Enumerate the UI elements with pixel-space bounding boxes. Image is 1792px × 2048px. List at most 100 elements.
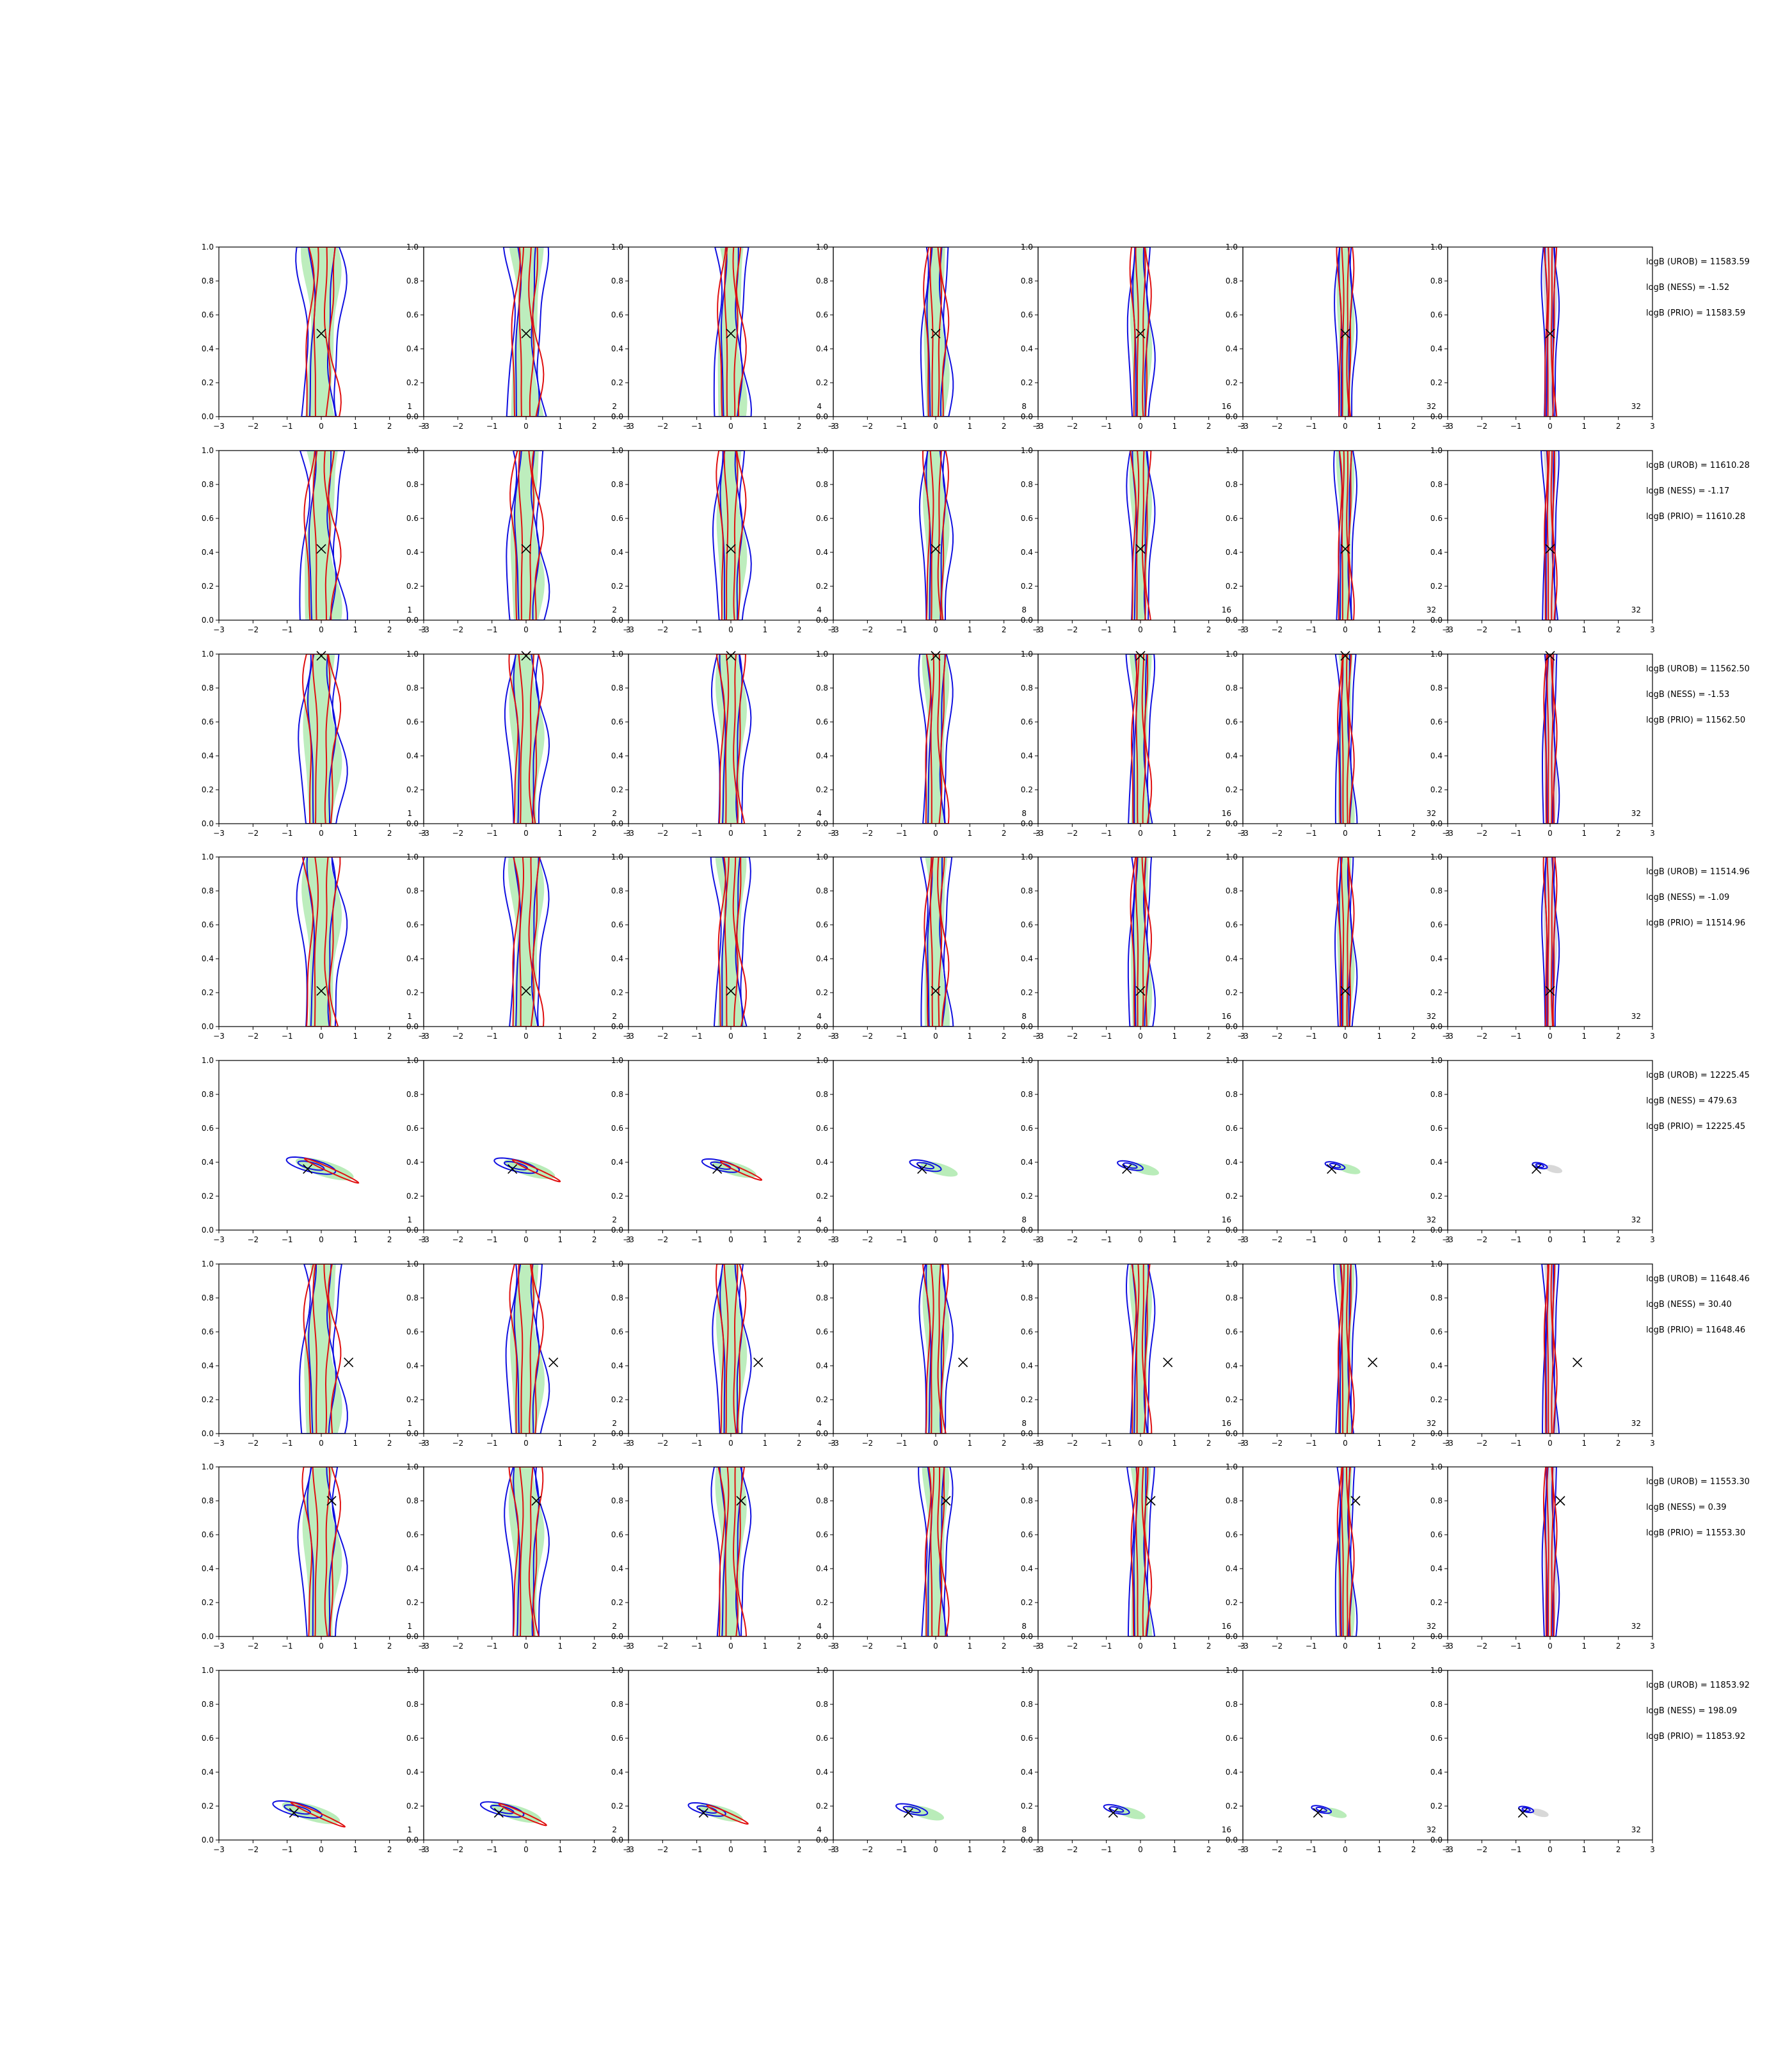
x-tick-label: −1 — [486, 422, 498, 431]
blue-contour-inner — [1132, 857, 1149, 1027]
y-tick-label: 0.0 — [1226, 819, 1238, 828]
y-tick-label: 1.0 — [406, 243, 419, 252]
truth-marker — [917, 1164, 927, 1174]
y-tick-label: 0.8 — [1021, 886, 1033, 895]
y-tick-label: 0.6 — [1021, 310, 1033, 319]
blue-contour-inner — [916, 1162, 935, 1170]
x-tick-label: −2 — [1271, 1032, 1283, 1041]
x-tick-label: 3 — [626, 829, 631, 838]
panel-r3-c7: −3 −2 −1 0 1 2 30.00.20.40.60.81.032 — [1430, 650, 1655, 838]
x-tick-label: 3 — [1650, 1642, 1655, 1651]
x-tick-label: −2 — [657, 1845, 668, 1854]
y-tick-label: 0.8 — [816, 276, 828, 285]
y-tick-label: 0.2 — [1226, 988, 1238, 997]
y-tick-label: 0.0 — [406, 1632, 419, 1641]
y-tick-label: 0.2 — [1430, 1598, 1443, 1607]
blue-contour-outer — [299, 1264, 348, 1434]
x-tick-label: 1 — [558, 1439, 563, 1448]
blue-contour-outer — [895, 1803, 929, 1816]
panel-number: 8 — [1021, 1419, 1027, 1428]
y-tick-label: 0.8 — [202, 1090, 214, 1099]
y-tick-label: 0.6 — [1226, 920, 1238, 929]
blue-contour-inner — [1108, 1806, 1124, 1813]
truth-marker — [903, 1808, 913, 1818]
red-contour-outer — [1130, 451, 1152, 620]
x-tick-label: −1 — [691, 1235, 703, 1244]
blue-contour-inner — [719, 451, 743, 620]
x-tick-label: −1 — [1510, 1032, 1522, 1041]
y-tick-label: 0.2 — [202, 378, 214, 387]
y-tick-label: 0.4 — [1021, 344, 1033, 353]
y-tick-label: 0.4 — [406, 1768, 419, 1777]
x-tick-label: 2 — [797, 1032, 802, 1041]
y-tick-label: 0.8 — [1226, 480, 1238, 489]
y-tick-label: 0.4 — [406, 548, 419, 557]
x-tick-label: 3 — [421, 1235, 426, 1244]
truth-marker — [931, 651, 941, 661]
y-tick-label: 1.0 — [816, 650, 828, 659]
x-tick-label: 0 — [933, 1845, 938, 1854]
logb-stat: logB (NESS) = -1.09 — [1646, 893, 1729, 902]
panel-r2-c2: −3 −2 −1 0 1 2 30.00.20.40.60.81.02 — [406, 446, 631, 634]
x-tick-label: −2 — [1066, 1235, 1078, 1244]
x-tick-label: 3 — [1036, 1032, 1041, 1041]
x-tick-label: 0 — [728, 829, 733, 838]
red-contour-outer — [716, 654, 747, 824]
x-tick-label: −2 — [1066, 1439, 1078, 1448]
panel-r3-c6: −3 −2 −1 0 1 2 30.00.20.40.60.81.032 — [1226, 650, 1450, 838]
density-fill — [1323, 1807, 1347, 1818]
red-contour-inner — [1135, 857, 1146, 1027]
x-tick-label: −3 — [828, 422, 839, 431]
red-contour-inner — [1547, 247, 1554, 417]
y-tick-label: 1.0 — [1021, 650, 1033, 659]
blue-contour-inner — [284, 1804, 312, 1815]
y-tick-label: 0.6 — [406, 1124, 419, 1133]
logb-stat: logB (UROB) = 11648.46 — [1646, 1274, 1750, 1284]
x-tick-label: −1 — [1510, 1235, 1522, 1244]
y-tick-label: 0.8 — [816, 480, 828, 489]
x-tick-label: 3 — [1445, 1845, 1450, 1854]
truth-marker — [698, 1808, 708, 1818]
y-tick-label: 0.0 — [816, 1429, 828, 1438]
red-contour-inner — [1135, 1264, 1146, 1434]
red-contour-inner — [724, 1467, 739, 1636]
red-contour-outer — [1543, 247, 1558, 417]
y-tick-label: 0.0 — [1430, 412, 1443, 421]
x-tick-label: −3 — [828, 1439, 839, 1448]
x-tick-label: −2 — [657, 1439, 668, 1448]
x-tick-label: −1 — [486, 1032, 498, 1041]
red-contour-outer — [719, 1160, 763, 1181]
x-tick-label: 0 — [1548, 829, 1553, 838]
truth-marker — [1327, 1164, 1337, 1174]
panel-number: 8 — [1021, 605, 1027, 614]
y-tick-label: 0.4 — [1430, 1564, 1443, 1573]
y-tick-label: 0.8 — [1021, 1496, 1033, 1505]
panel-number: 4 — [817, 1215, 822, 1224]
y-tick-label: 0.4 — [1226, 344, 1238, 353]
panel-r7-c5: −3 −2 −1 0 1 2 30.00.20.40.60.81.016 — [1021, 1462, 1245, 1651]
red-contour-inner — [1341, 654, 1350, 824]
panel-number: 32 — [1631, 402, 1641, 411]
x-tick-label: 3 — [626, 625, 631, 634]
x-tick-label: −3 — [418, 625, 429, 634]
panel-r2-c3: −3 −2 −1 0 1 2 30.00.20.40.60.81.04 — [611, 446, 836, 634]
x-tick-label: 2 — [592, 1235, 597, 1244]
x-tick-label: 3 — [421, 1439, 426, 1448]
y-tick-label: 0.2 — [816, 378, 828, 387]
x-tick-label: −1 — [691, 1032, 703, 1041]
panel-r8-c5: −3 −2 −1 0 1 2 30.00.20.40.60.81.016 — [1021, 1666, 1245, 1854]
x-tick-label: −3 — [418, 1032, 429, 1041]
y-tick-label: 1.0 — [611, 1260, 623, 1268]
panel-r8-c2: −3 −2 −1 0 1 2 30.00.20.40.60.81.02 — [406, 1666, 631, 1854]
y-tick-label: 0.0 — [611, 1632, 623, 1641]
y-tick-label: 0.4 — [611, 1158, 623, 1167]
x-tick-label: −3 — [1032, 1032, 1044, 1041]
panel-r1-c1: −3 −2 −1 0 1 2 30.00.20.40.60.81.01 — [202, 243, 426, 431]
y-tick-label: 0.8 — [1430, 480, 1443, 489]
x-tick-label: 2 — [592, 1439, 597, 1448]
x-tick-label: 2 — [1002, 1235, 1007, 1244]
x-tick-label: 1 — [1377, 1845, 1382, 1854]
y-tick-label: 0.0 — [1021, 1836, 1033, 1844]
y-tick-label: 0.4 — [1430, 751, 1443, 760]
truth-marker — [726, 651, 736, 661]
